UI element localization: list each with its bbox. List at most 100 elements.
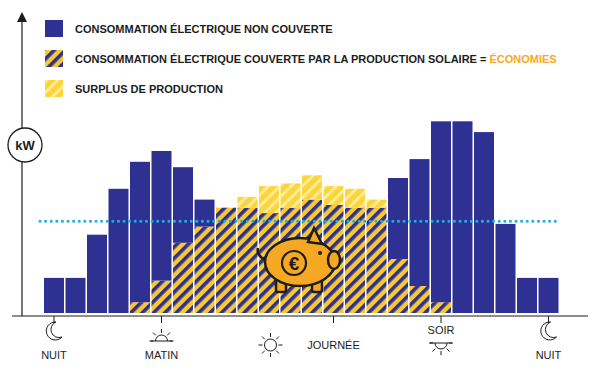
bar	[109, 189, 129, 313]
bar	[345, 208, 365, 313]
bar	[453, 121, 473, 122]
bar	[388, 178, 408, 179]
bar	[130, 162, 150, 302]
x-tick-label: NUIT	[536, 349, 562, 361]
bar	[517, 277, 537, 278]
bar	[44, 278, 64, 313]
bar	[517, 278, 537, 313]
annotation: €	[289, 253, 300, 274]
sun-half	[156, 335, 168, 341]
bar	[87, 234, 107, 235]
bar	[474, 132, 494, 133]
bar	[410, 159, 430, 160]
bar	[496, 223, 516, 224]
bar	[109, 188, 129, 189]
icon-ray	[276, 337, 279, 340]
legend-swatch	[45, 20, 63, 37]
icon-ray	[150, 341, 154, 342]
pig-ear	[308, 228, 322, 244]
y-axis-arrow	[17, 12, 27, 22]
bar	[388, 178, 408, 259]
bar	[388, 259, 408, 313]
bar	[130, 302, 150, 313]
horizon	[430, 343, 452, 344]
x-tick	[161, 316, 162, 323]
legend-label: SURPLUS DE PRODUCTION	[75, 83, 223, 95]
icon-ray	[447, 349, 450, 352]
y-label-circle	[8, 128, 42, 162]
bar	[259, 186, 279, 213]
bar	[281, 183, 301, 207]
legend: CONSOMMATION ÉLECTRIQUE NON COUVERTE CONS…	[45, 20, 557, 97]
bar	[431, 121, 451, 122]
bar	[410, 286, 430, 313]
y-axis	[21, 16, 22, 316]
x-axis	[12, 315, 588, 316]
icon-ray	[262, 351, 265, 354]
coin	[282, 251, 306, 275]
bar	[130, 161, 150, 162]
icon-ray	[429, 343, 433, 344]
x-tick-label: JOURNÉE	[307, 339, 360, 351]
legend-label-highlight: ÉCONOMIES	[489, 53, 556, 65]
icon-ray	[270, 333, 271, 337]
horizon	[151, 341, 173, 342]
icon-ray	[153, 333, 156, 336]
time-icon	[150, 329, 174, 341]
bar	[216, 207, 236, 208]
bar	[238, 208, 258, 313]
reference-line	[40, 220, 560, 223]
pig-snout	[328, 251, 340, 269]
time-icon	[259, 333, 283, 357]
y-axis-label: kW	[15, 138, 35, 153]
bar	[539, 277, 559, 278]
x-tick	[441, 316, 442, 323]
bar	[87, 235, 107, 313]
bar	[173, 243, 193, 313]
x-tick	[333, 316, 334, 323]
bar	[152, 151, 172, 152]
pig-body	[265, 238, 335, 286]
bar	[539, 278, 559, 313]
bar	[324, 186, 344, 205]
icon-ray	[441, 351, 442, 355]
bar	[431, 302, 451, 313]
bar	[453, 121, 473, 313]
bar	[367, 208, 387, 313]
icon-ray	[279, 345, 283, 346]
pig-eye	[318, 251, 322, 255]
time-icon	[429, 343, 453, 355]
bar	[66, 277, 86, 278]
bar	[195, 227, 215, 313]
bar	[345, 189, 365, 208]
icon-ray	[170, 341, 174, 342]
bar	[238, 197, 258, 208]
bar	[195, 199, 215, 200]
bar	[302, 175, 322, 199]
bar	[367, 200, 387, 208]
bar	[152, 281, 172, 313]
bars	[44, 121, 559, 313]
bar	[496, 224, 516, 313]
icon-ray	[259, 345, 263, 346]
bar	[173, 167, 193, 243]
icon-ray	[276, 351, 279, 354]
icon-ray	[262, 337, 265, 340]
x-tick-label: MATIN	[145, 349, 178, 361]
moon-icon	[46, 322, 62, 340]
moon-icon	[541, 322, 557, 340]
bar	[44, 277, 64, 278]
piggy-bank: €	[258, 228, 340, 292]
legend-label: CONSOMMATION ÉLECTRIQUE NON COUVERTE	[75, 23, 333, 35]
x-labels: NUITMATINJOURNÉESOIRNUIT	[41, 316, 561, 361]
x-tick-label: SOIR	[428, 324, 455, 336]
bar	[66, 278, 86, 313]
sun-half	[435, 343, 447, 349]
legend-swatch	[45, 80, 63, 97]
legend-label: CONSOMMATION ÉLECTRIQUE COUVERTE PAR LA …	[75, 53, 557, 65]
bar	[431, 121, 451, 302]
icon-ray	[449, 343, 453, 344]
icon-ray	[433, 349, 436, 352]
bar	[216, 207, 236, 208]
time-icon	[541, 322, 557, 340]
